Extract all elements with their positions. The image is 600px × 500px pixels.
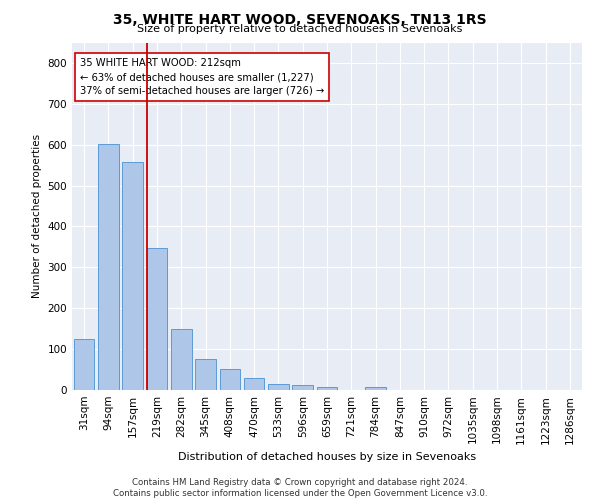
Text: Size of property relative to detached houses in Sevenoaks: Size of property relative to detached ho…: [137, 24, 463, 34]
Bar: [244, 378, 265, 390]
Bar: [98, 144, 119, 390]
Y-axis label: Number of detached properties: Number of detached properties: [32, 134, 42, 298]
Bar: [220, 368, 240, 390]
Text: Contains HM Land Registry data © Crown copyright and database right 2024.
Contai: Contains HM Land Registry data © Crown c…: [113, 478, 487, 498]
Bar: [292, 384, 313, 390]
Bar: [195, 358, 216, 390]
Bar: [171, 328, 191, 390]
Text: 35, WHITE HART WOOD, SEVENOAKS, TN13 1RS: 35, WHITE HART WOOD, SEVENOAKS, TN13 1RS: [113, 12, 487, 26]
X-axis label: Distribution of detached houses by size in Sevenoaks: Distribution of detached houses by size …: [178, 452, 476, 462]
Bar: [317, 386, 337, 390]
Bar: [122, 162, 143, 390]
Bar: [74, 339, 94, 390]
Bar: [268, 384, 289, 390]
Bar: [146, 248, 167, 390]
Bar: [365, 386, 386, 390]
Text: 35 WHITE HART WOOD: 212sqm
← 63% of detached houses are smaller (1,227)
37% of s: 35 WHITE HART WOOD: 212sqm ← 63% of deta…: [80, 58, 324, 96]
